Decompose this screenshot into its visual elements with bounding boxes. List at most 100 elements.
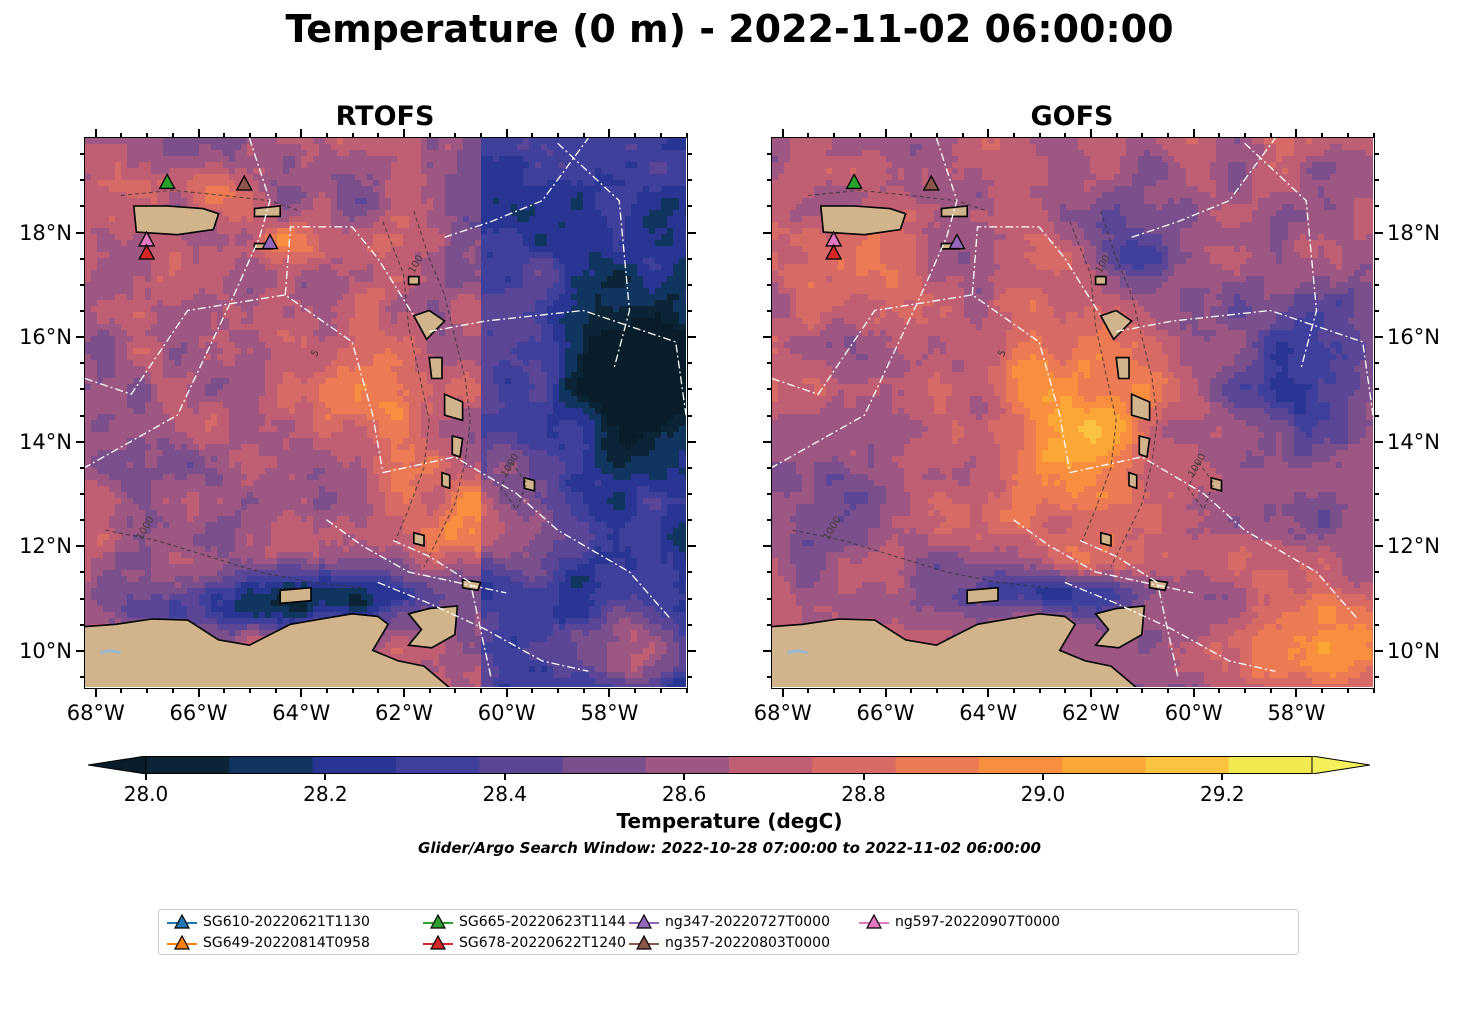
marker-SG678-20220622T1240 xyxy=(138,243,156,260)
y-tick-label: 16°N xyxy=(1387,325,1440,350)
x-tick-label: 64°W xyxy=(959,701,1018,725)
y-tick-label: 10°N xyxy=(1387,638,1440,663)
y-tick-right xyxy=(1375,493,1379,496)
x-tick-bottom xyxy=(910,689,913,693)
colorbar-segment xyxy=(229,756,313,774)
y-tick-left xyxy=(80,519,84,522)
x-tick-top xyxy=(1064,133,1067,137)
x-tick-top xyxy=(454,133,457,137)
y-tick-right xyxy=(688,336,696,339)
colorbar-tick-label: 28.2 xyxy=(303,782,348,806)
x-tick-bottom xyxy=(171,689,174,693)
x-tick-top xyxy=(480,133,483,137)
x-tick-top xyxy=(1346,133,1349,137)
y-tick-left xyxy=(763,336,771,339)
colorbar-segment xyxy=(645,756,730,774)
y-tick-left xyxy=(80,153,84,156)
y-tick-label: 14°N xyxy=(1387,429,1440,454)
x-tick-top xyxy=(1321,133,1324,137)
legend-marker-icon xyxy=(423,914,453,929)
y-tick-right xyxy=(688,519,692,522)
x-tick-bottom xyxy=(197,689,200,697)
land-st-lucia xyxy=(1138,434,1151,458)
x-tick-top xyxy=(1141,133,1144,137)
land xyxy=(772,205,1223,687)
y-tick-left xyxy=(80,571,84,574)
colorbar-segment xyxy=(312,756,397,774)
x-tick-top xyxy=(833,133,836,137)
y-tick-left xyxy=(763,649,771,652)
land-barbados xyxy=(523,476,536,492)
land-grenada xyxy=(1100,531,1112,547)
y-tick-right xyxy=(688,440,696,443)
x-tick-top xyxy=(248,133,251,137)
x-tick-bottom xyxy=(1321,689,1324,693)
x-tick-bottom xyxy=(428,689,431,693)
y-tick-right xyxy=(1375,179,1379,182)
x-tick-bottom xyxy=(582,689,585,693)
land-isla-margarita xyxy=(966,586,999,605)
x-tick-top xyxy=(94,129,97,137)
y-tick-left xyxy=(767,414,771,417)
y-tick-right xyxy=(1375,205,1379,208)
x-tick-top xyxy=(146,133,149,137)
x-tick-bottom xyxy=(274,689,277,693)
search-window-caption: Glider/Argo Search Window: 2022-10-28 07… xyxy=(418,839,1041,857)
y-tick-right xyxy=(1375,388,1379,391)
y-tick-left xyxy=(767,179,771,182)
x-tick-bottom xyxy=(685,689,688,693)
y-tick-right xyxy=(688,466,692,469)
y-tick-right xyxy=(688,545,696,548)
x-tick-bottom xyxy=(223,689,226,693)
colorbar-tick xyxy=(324,774,327,780)
x-tick-top xyxy=(428,133,431,137)
x-tick-top xyxy=(402,129,405,137)
y-tick-right xyxy=(1375,414,1379,417)
y-tick-left xyxy=(767,205,771,208)
x-tick-top xyxy=(1115,133,1118,137)
y-tick-right xyxy=(688,414,692,417)
river xyxy=(786,649,808,655)
y-tick-right xyxy=(688,153,692,156)
x-tick-bottom xyxy=(1115,689,1118,693)
y-tick-right xyxy=(1375,623,1379,626)
land-martinique xyxy=(443,392,464,422)
x-tick-top xyxy=(807,133,810,137)
legend-label: ng357-20220803T0000 xyxy=(665,935,830,951)
y-tick-left xyxy=(76,649,84,652)
land-martinique xyxy=(1130,392,1151,422)
colorbar-tick-label: 29.0 xyxy=(1020,782,1066,806)
x-tick-top xyxy=(634,133,637,137)
y-tick-right xyxy=(688,597,692,600)
y-tick-right xyxy=(688,179,692,182)
colorbar-segment xyxy=(1145,756,1230,774)
y-tick-right xyxy=(1375,466,1379,469)
y-tick-right xyxy=(1375,571,1379,574)
land-south-america-coast xyxy=(772,612,1137,687)
y-tick-right xyxy=(688,493,692,496)
x-tick-bottom xyxy=(505,689,508,697)
gofs-map-panel: 1000 1000 100 5 xyxy=(771,137,1375,689)
x-tick-bottom xyxy=(1012,689,1015,693)
y-tick-left xyxy=(767,466,771,469)
colorbar-segment xyxy=(1062,756,1146,774)
colorbar-segment xyxy=(395,756,480,774)
x-tick-top xyxy=(1269,133,1272,137)
panel-title-rtofs: RTOFS xyxy=(335,101,435,132)
x-tick-bottom xyxy=(987,689,990,697)
y-tick-right xyxy=(1375,519,1379,522)
y-tick-right xyxy=(688,257,692,260)
marker-ng357-20220803T0000 xyxy=(922,174,940,191)
x-tick-top xyxy=(171,133,174,137)
x-tick-bottom xyxy=(1295,689,1298,697)
colorbar-tick xyxy=(862,774,865,780)
x-tick-label: 60°W xyxy=(477,701,536,725)
y-tick-left xyxy=(76,336,84,339)
colorbar-tick xyxy=(1221,774,1224,780)
y-tick-right xyxy=(1375,440,1383,443)
land-trinidad xyxy=(407,605,459,649)
x-tick-label: 66°W xyxy=(856,701,915,725)
x-tick-top xyxy=(505,129,508,137)
y-tick-left xyxy=(767,362,771,365)
x-tick-bottom xyxy=(781,689,784,697)
